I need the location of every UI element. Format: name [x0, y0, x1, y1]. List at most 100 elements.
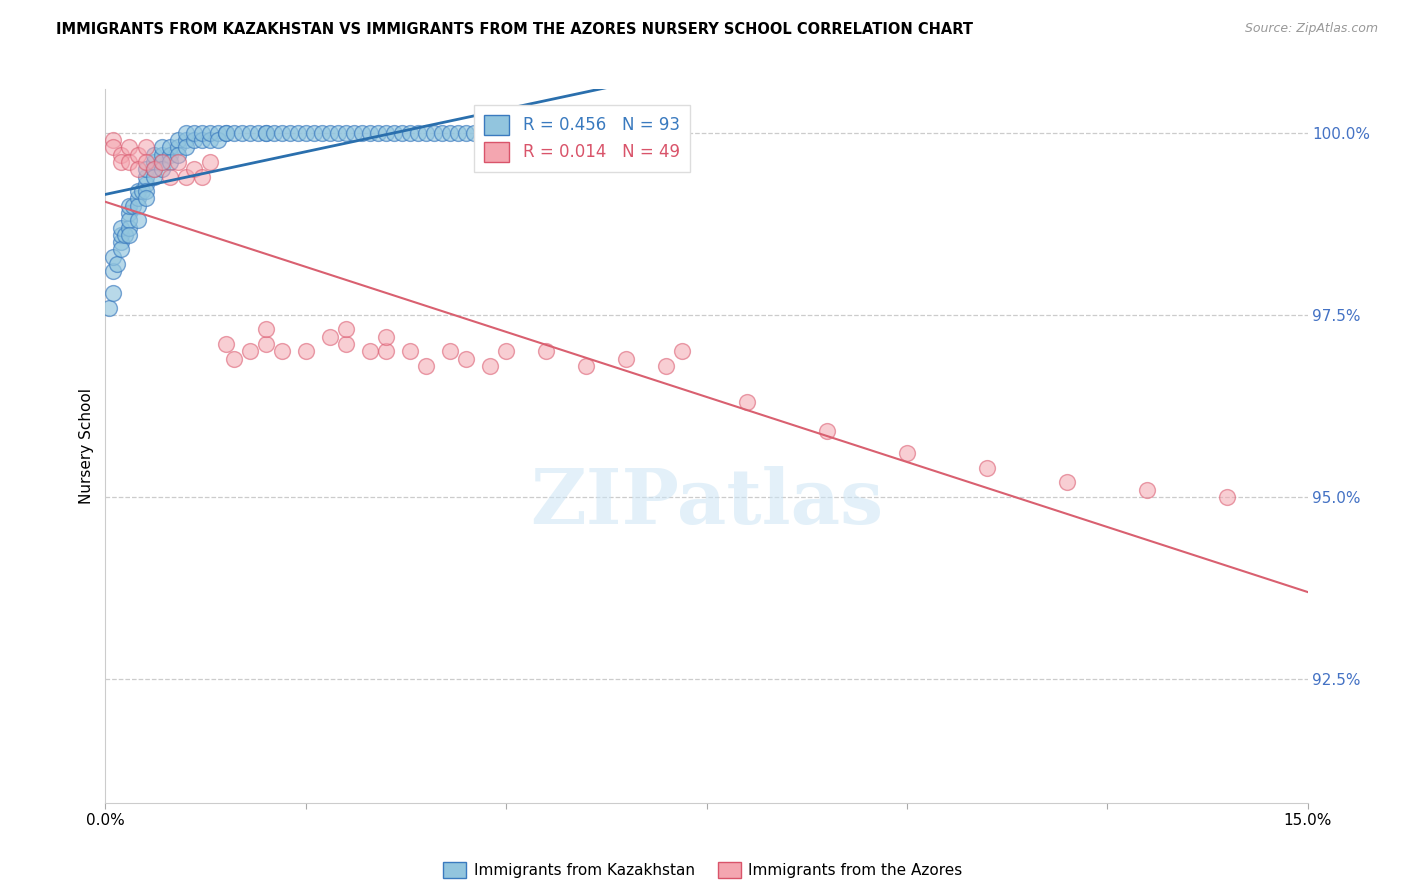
Point	[319, 126, 342, 140]
Point	[166, 140, 188, 154]
Point	[1216, 490, 1239, 504]
Point	[118, 220, 141, 235]
Point	[103, 250, 125, 264]
Point	[415, 126, 437, 140]
Point	[495, 126, 517, 140]
Point	[616, 351, 638, 366]
Point	[423, 126, 446, 140]
Point	[135, 169, 157, 184]
Point	[335, 126, 357, 140]
Point	[430, 126, 453, 140]
Point	[254, 126, 277, 140]
Point	[335, 322, 357, 336]
Legend: R = 0.456   N = 93, R = 0.014   N = 49: R = 0.456 N = 93, R = 0.014 N = 49	[474, 104, 690, 172]
Point	[270, 344, 292, 359]
Point	[295, 126, 318, 140]
Point	[447, 126, 470, 140]
Point	[278, 126, 301, 140]
Point	[131, 184, 153, 198]
Point	[127, 162, 149, 177]
Point	[239, 344, 262, 359]
Point	[142, 169, 165, 184]
Point	[183, 126, 205, 140]
Text: Source: ZipAtlas.com: Source: ZipAtlas.com	[1244, 22, 1378, 36]
Point	[103, 133, 125, 147]
Point	[135, 191, 157, 205]
Point	[127, 199, 149, 213]
Point	[103, 264, 125, 278]
Point	[166, 147, 188, 161]
Point	[374, 126, 398, 140]
Point	[287, 126, 309, 140]
Point	[479, 359, 502, 373]
Point	[103, 140, 125, 154]
Point	[359, 344, 381, 359]
Point	[406, 126, 429, 140]
Point	[110, 235, 132, 249]
Point	[454, 126, 477, 140]
Point	[463, 126, 485, 140]
Point	[343, 126, 366, 140]
Point	[118, 140, 141, 154]
Point	[110, 227, 132, 242]
Point	[135, 177, 157, 191]
Point	[815, 425, 838, 439]
Point	[190, 126, 212, 140]
Point	[439, 344, 461, 359]
Point	[543, 126, 565, 140]
Point	[246, 126, 269, 140]
Point	[118, 213, 141, 227]
Point	[118, 199, 141, 213]
Point	[122, 199, 145, 213]
Point	[159, 155, 181, 169]
Point	[118, 206, 141, 220]
Point	[976, 460, 998, 475]
Point	[150, 147, 173, 161]
Point	[534, 344, 557, 359]
Point	[359, 126, 381, 140]
Point	[190, 133, 212, 147]
Point	[270, 126, 292, 140]
Point	[1136, 483, 1159, 497]
Point	[207, 126, 229, 140]
Point	[150, 162, 173, 177]
Point	[214, 337, 236, 351]
Point	[231, 126, 253, 140]
Point	[399, 344, 422, 359]
Point	[374, 344, 398, 359]
Point	[174, 169, 197, 184]
Text: IMMIGRANTS FROM KAZAKHSTAN VS IMMIGRANTS FROM THE AZORES NURSERY SCHOOL CORRELAT: IMMIGRANTS FROM KAZAKHSTAN VS IMMIGRANTS…	[56, 22, 973, 37]
Point	[198, 155, 221, 169]
Point	[142, 162, 165, 177]
Point	[335, 337, 357, 351]
Point	[735, 395, 758, 409]
Point	[110, 155, 132, 169]
Point	[159, 169, 181, 184]
Point	[135, 184, 157, 198]
Point	[98, 301, 121, 315]
Point	[655, 359, 678, 373]
Point	[374, 330, 398, 344]
Point	[107, 257, 129, 271]
Point	[118, 227, 141, 242]
Text: ZIPatlas: ZIPatlas	[530, 467, 883, 540]
Point	[382, 126, 405, 140]
Point	[454, 351, 477, 366]
Legend: Immigrants from Kazakhstan, Immigrants from the Azores: Immigrants from Kazakhstan, Immigrants f…	[437, 856, 969, 884]
Point	[1056, 475, 1078, 490]
Y-axis label: Nursery School: Nursery School	[79, 388, 94, 504]
Point	[254, 322, 277, 336]
Point	[479, 126, 502, 140]
Point	[295, 344, 318, 359]
Point	[150, 155, 173, 169]
Point	[198, 126, 221, 140]
Point	[166, 133, 188, 147]
Point	[103, 286, 125, 301]
Point	[214, 126, 236, 140]
Point	[183, 162, 205, 177]
Point	[166, 155, 188, 169]
Point	[190, 169, 212, 184]
Point	[367, 126, 389, 140]
Point	[391, 126, 413, 140]
Point	[150, 140, 173, 154]
